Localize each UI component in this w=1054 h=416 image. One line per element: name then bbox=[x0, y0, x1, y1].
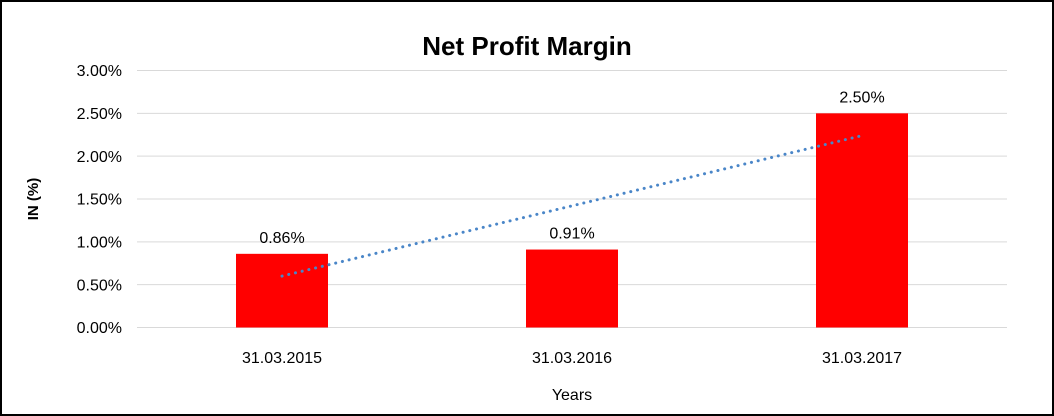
y-axis-tick-labels: 0.00% 0.50% 1.00% 1.50% 2.00% 2.50% 3.00% bbox=[77, 63, 122, 337]
bar bbox=[236, 253, 328, 328]
y-tick-label: 2.50% bbox=[77, 106, 122, 123]
y-tick-label: 1.50% bbox=[77, 192, 122, 209]
x-axis-tick-labels: 31.03.2015 31.03.2016 31.03.2017 bbox=[242, 350, 902, 367]
x-tick-label: 31.03.2017 bbox=[822, 350, 902, 367]
bar-data-label: 0.91% bbox=[549, 226, 594, 243]
x-axis-title: Years bbox=[552, 387, 592, 404]
y-axis-title: IN (%) bbox=[25, 178, 42, 221]
bar-data-label: 2.50% bbox=[839, 89, 884, 106]
bar bbox=[526, 249, 618, 328]
bar bbox=[816, 113, 908, 328]
y-tick-label: 0.00% bbox=[77, 320, 122, 337]
x-tick-label: 31.03.2016 bbox=[532, 350, 612, 367]
y-tick-label: 1.00% bbox=[77, 234, 122, 251]
bar-data-label: 0.86% bbox=[259, 230, 304, 247]
y-tick-label: 2.00% bbox=[77, 149, 122, 166]
trendline bbox=[280, 134, 864, 278]
y-tick-label: 0.50% bbox=[77, 277, 122, 294]
bar-series bbox=[236, 113, 908, 328]
y-tick-label: 3.00% bbox=[77, 63, 122, 80]
x-tick-label: 31.03.2015 bbox=[242, 350, 322, 367]
data-labels: 0.86% 0.91% 2.50% bbox=[259, 89, 884, 246]
chart-title: Net Profit Margin bbox=[422, 31, 631, 61]
